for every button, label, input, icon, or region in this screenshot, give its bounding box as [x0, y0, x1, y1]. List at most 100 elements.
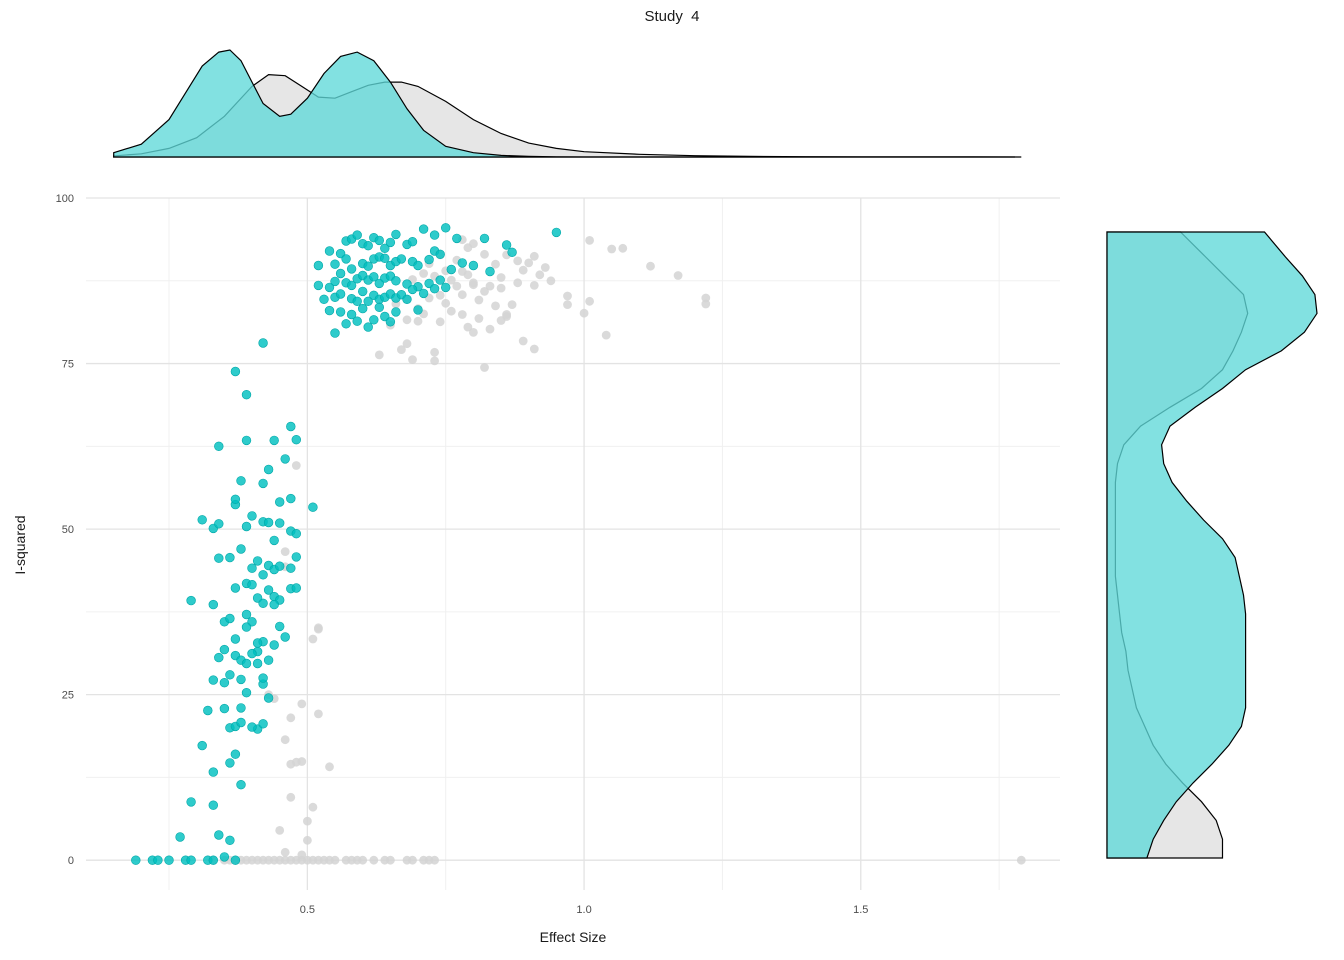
teal-point	[363, 261, 373, 271]
teal-point	[269, 435, 279, 446]
teal-point	[153, 855, 163, 865]
grey-point	[529, 251, 539, 261]
teal-point	[225, 613, 235, 624]
teal-point	[236, 703, 246, 713]
grey-point	[496, 283, 506, 293]
teal-point	[219, 852, 230, 862]
teal-point	[241, 521, 252, 532]
y-axis-label: I-squared	[12, 515, 28, 574]
teal-point	[230, 855, 241, 865]
y-tick-label: 25	[62, 690, 74, 702]
teal-point	[280, 454, 290, 464]
grey-point	[430, 855, 439, 865]
teal-point	[214, 441, 224, 451]
teal-point	[208, 855, 219, 865]
teal-point	[479, 233, 490, 244]
teal-point	[263, 464, 274, 475]
teal-point	[275, 518, 285, 528]
grey-point	[463, 322, 473, 332]
teal-point	[241, 658, 252, 669]
y-tick-label: 0	[68, 855, 74, 867]
teal-point	[407, 284, 418, 295]
teal-point	[252, 556, 263, 566]
grey-point	[308, 634, 318, 644]
teal-point	[418, 288, 429, 299]
teal-point	[363, 241, 373, 251]
teal-point	[358, 286, 368, 297]
y-tick-label: 100	[56, 193, 74, 205]
grey-point	[496, 273, 506, 282]
grey-point	[374, 350, 384, 360]
teal-point	[252, 638, 263, 648]
grey-point	[480, 363, 489, 372]
teal-point	[452, 233, 462, 244]
teal-point	[291, 528, 301, 539]
teal-point	[247, 579, 257, 590]
grey-point	[430, 356, 439, 366]
grey-point	[402, 315, 412, 325]
grey-point	[563, 300, 572, 309]
teal-point	[219, 644, 230, 655]
chart-title: Study 4	[644, 8, 699, 25]
teal-point	[407, 237, 418, 247]
y-tick-label: 75	[62, 359, 74, 371]
grey-point	[435, 290, 445, 300]
x-axis-label: Effect Size	[540, 929, 607, 945]
teal-point	[236, 717, 246, 728]
grey-point	[419, 269, 428, 278]
teal-point	[324, 305, 335, 316]
teal-point	[241, 687, 252, 698]
teal-point	[363, 322, 373, 332]
teal-point	[219, 703, 230, 714]
grey-point	[601, 330, 611, 340]
grey-point	[413, 316, 423, 326]
teal-point	[275, 561, 285, 571]
teal-point	[429, 230, 440, 240]
teal-point	[175, 832, 185, 842]
teal-point	[219, 677, 230, 688]
grey-point	[673, 271, 683, 280]
teal-point	[291, 552, 301, 562]
grey-point	[502, 312, 511, 321]
grey-point	[325, 762, 334, 772]
teal-point	[346, 280, 357, 291]
grey-point	[513, 278, 523, 288]
teal-point	[208, 767, 219, 777]
scatter-points	[131, 223, 1026, 865]
grey-point	[430, 347, 439, 357]
teal-point	[230, 634, 241, 644]
teal-point	[263, 693, 274, 703]
teal-point	[429, 284, 440, 294]
grey-point	[314, 709, 323, 719]
grey-point	[491, 259, 500, 269]
grey-point	[480, 287, 489, 296]
grey-point	[469, 239, 478, 249]
teal-point	[330, 328, 340, 338]
teal-point	[352, 230, 362, 240]
grey-point	[297, 699, 307, 709]
teal-point	[457, 258, 467, 268]
teal-point	[330, 276, 340, 287]
teal-point	[275, 497, 285, 507]
teal-point	[247, 722, 257, 732]
grey-point	[452, 281, 462, 291]
teal-point	[258, 719, 268, 729]
grey-point	[529, 344, 539, 354]
teal-point	[247, 648, 257, 659]
teal-point	[258, 338, 268, 348]
grey-point	[291, 461, 301, 470]
grey-point	[491, 301, 500, 311]
teal-point	[385, 237, 396, 248]
teal-point	[263, 585, 274, 595]
teal-point	[214, 652, 224, 663]
teal-point	[241, 622, 252, 632]
teal-point	[441, 223, 451, 233]
teal-point	[291, 435, 301, 445]
grey-point	[540, 263, 550, 272]
grey-point	[441, 298, 451, 308]
grey-point	[507, 300, 517, 309]
teal-point	[346, 264, 357, 274]
grey-point	[579, 308, 589, 318]
grey-point	[480, 249, 489, 259]
